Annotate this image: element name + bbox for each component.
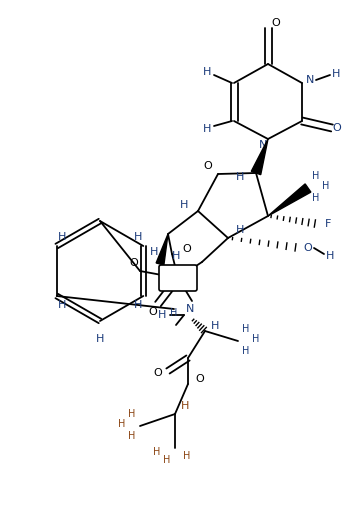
Text: O: O — [154, 368, 162, 378]
Text: H: H — [170, 308, 178, 318]
FancyBboxPatch shape — [159, 265, 197, 291]
Text: O: O — [272, 18, 280, 28]
Polygon shape — [251, 139, 268, 175]
Text: H: H — [211, 321, 219, 331]
Text: H: H — [158, 310, 166, 320]
Text: H: H — [128, 409, 136, 419]
Text: H: H — [236, 225, 244, 235]
Text: O: O — [204, 161, 212, 171]
Text: H: H — [163, 455, 171, 465]
Text: H: H — [203, 67, 211, 77]
Text: AbS: AbS — [169, 274, 187, 282]
Text: H: H — [180, 200, 188, 210]
Text: H: H — [326, 251, 334, 261]
Text: H: H — [153, 447, 161, 457]
Text: O: O — [148, 307, 158, 317]
Text: H: H — [252, 334, 260, 344]
Text: N: N — [259, 140, 267, 150]
Text: H: H — [312, 171, 320, 181]
Text: H: H — [203, 124, 211, 134]
Text: O: O — [196, 374, 204, 384]
Text: H: H — [150, 247, 158, 257]
Text: N: N — [186, 304, 194, 314]
Text: H: H — [236, 172, 244, 182]
Text: O: O — [130, 258, 138, 268]
Text: H: H — [332, 69, 340, 79]
Text: O: O — [303, 243, 313, 253]
Text: N: N — [306, 75, 314, 85]
Text: H: H — [118, 419, 126, 429]
Text: H: H — [172, 251, 180, 261]
Text: H: H — [181, 401, 189, 411]
Polygon shape — [156, 234, 168, 265]
Text: O: O — [183, 244, 191, 254]
Text: H: H — [183, 451, 191, 461]
Text: H: H — [96, 334, 104, 344]
Text: H: H — [242, 324, 250, 334]
Text: H: H — [134, 300, 142, 310]
Text: H: H — [58, 300, 66, 310]
Text: H: H — [134, 232, 142, 242]
Text: H: H — [312, 193, 320, 203]
Text: F: F — [325, 219, 331, 229]
Text: H: H — [128, 431, 136, 441]
Text: H: H — [242, 346, 250, 356]
Text: O: O — [333, 123, 341, 133]
Text: H: H — [58, 232, 66, 242]
Polygon shape — [268, 184, 311, 216]
Text: H: H — [322, 181, 330, 191]
